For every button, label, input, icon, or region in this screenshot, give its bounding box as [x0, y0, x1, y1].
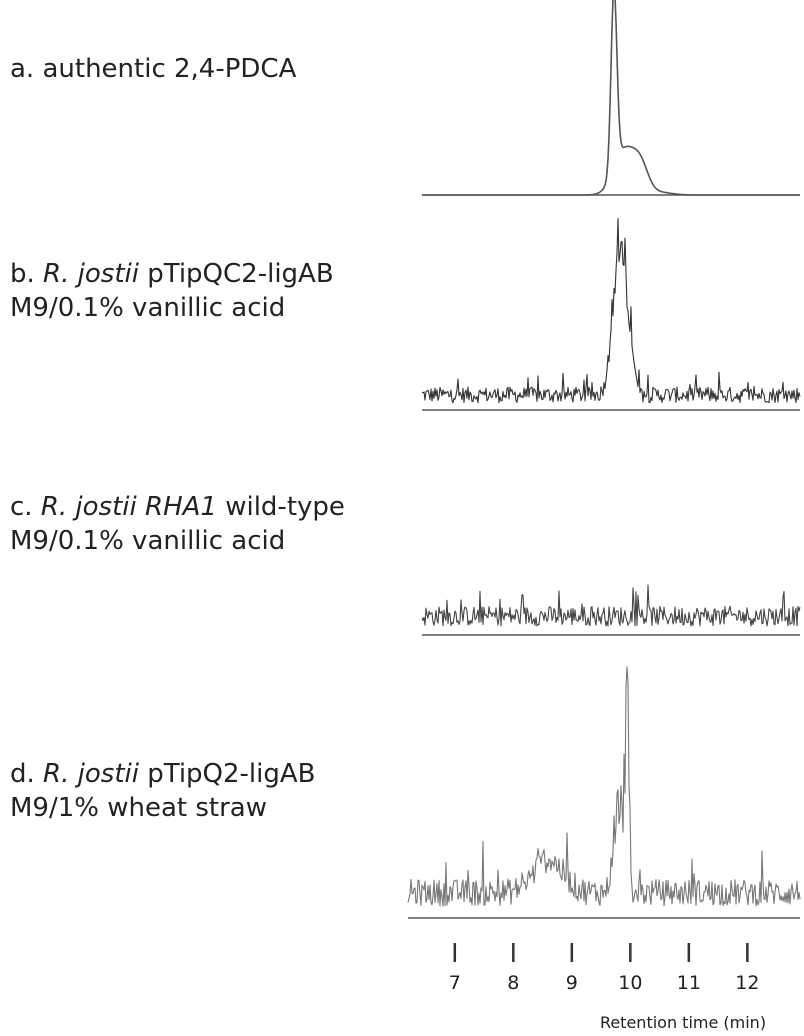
trace-d-line: [407, 666, 801, 907]
trace-label-b: b. R. jostii pTipQC2-ligAB M9/0.1% vanil…: [10, 259, 334, 323]
x-tick-label-7: 7: [449, 972, 461, 994]
x-axis: 7 8 9 10 11 12: [449, 943, 759, 994]
trace-group: [407, 0, 801, 919]
trace-label-c: c. R. jostii RHA1 wild-type M9/0.1% vani…: [10, 492, 345, 556]
trace-label-d: d. R. jostii pTipQ2-ligAB M9/1% wheat st…: [10, 759, 316, 823]
x-axis-title: Retention time (min): [600, 1013, 766, 1032]
trace-a-line: [422, 0, 800, 196]
x-tick-label-10: 10: [618, 972, 642, 994]
x-tick-label-11: 11: [677, 972, 701, 994]
x-tick-label-9: 9: [566, 972, 578, 994]
x-tick-label-12: 12: [735, 972, 759, 994]
x-tick-label-8: 8: [507, 972, 519, 994]
trace-b-line: [421, 217, 801, 404]
trace-c-line: [421, 584, 801, 627]
trace-label-a: a. authentic 2,4-PDCA: [10, 54, 297, 84]
